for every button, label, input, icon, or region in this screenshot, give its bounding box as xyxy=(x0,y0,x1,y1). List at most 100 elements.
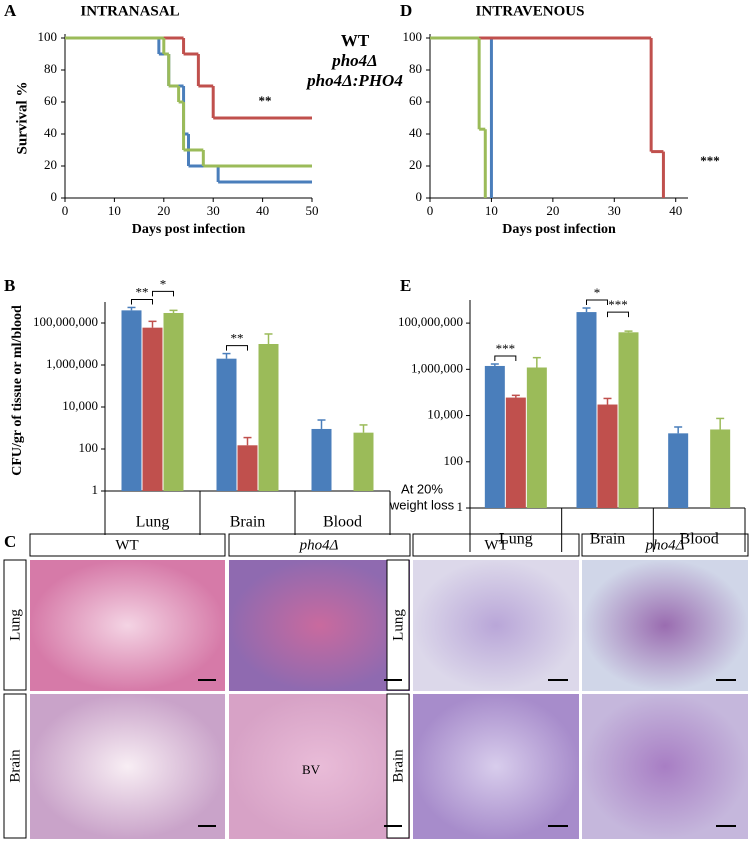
y-tick-label: 10,000 xyxy=(427,407,463,422)
y-tick-label: 0 xyxy=(416,189,423,204)
panel-label: E xyxy=(400,276,411,295)
bar xyxy=(142,327,163,491)
micrograph xyxy=(582,560,748,691)
y-tick-label: 100,000,000 xyxy=(33,314,98,329)
legend-entry: pho4Δ:PHO4 xyxy=(305,71,403,90)
x-tick-label: Blood xyxy=(323,514,362,531)
bar xyxy=(353,432,374,491)
row-header-box xyxy=(3,693,27,839)
row-header-box xyxy=(3,559,27,691)
y-tick-label: 0 xyxy=(51,189,58,204)
y-tick-label: 60 xyxy=(409,93,422,108)
bar xyxy=(526,367,547,508)
y-tick-label: 100 xyxy=(38,29,58,44)
panel-label: B xyxy=(4,276,15,295)
micrograph xyxy=(229,694,410,839)
panel-label: D xyxy=(400,1,412,20)
bar xyxy=(484,365,505,508)
significance: *** xyxy=(496,341,516,356)
column-header: pho4Δ xyxy=(299,537,339,553)
micrograph xyxy=(229,560,410,691)
bar xyxy=(597,404,618,508)
y-tick-label: 10,000 xyxy=(62,398,98,413)
y-axis-label: CFU/gr of tissue or ml/blood xyxy=(10,305,25,476)
significance: *** xyxy=(608,297,628,312)
x-tick-label: Lung xyxy=(136,514,170,531)
x-tick-label: 0 xyxy=(62,203,69,218)
x-tick-label: 30 xyxy=(207,203,220,218)
y-tick-label: 40 xyxy=(44,125,57,140)
y-tick-label: 20 xyxy=(409,157,422,172)
bar xyxy=(216,358,237,491)
significance-bracket xyxy=(131,298,153,305)
x-tick-label: Brain xyxy=(230,514,266,531)
x-tick-label: Lung xyxy=(499,531,533,548)
bar xyxy=(710,429,731,508)
y-tick-label: 80 xyxy=(44,61,57,76)
bar xyxy=(258,344,279,491)
bar xyxy=(576,312,597,508)
bar xyxy=(618,332,639,508)
panel-label: A xyxy=(4,1,17,20)
annotation: BV xyxy=(302,762,321,777)
bar xyxy=(311,428,332,491)
y-tick-label: 1 xyxy=(92,482,99,497)
legend-entry: pho4Δ xyxy=(330,51,378,70)
scale-bars xyxy=(198,679,736,827)
row-header: Brain xyxy=(390,749,406,783)
bar xyxy=(121,310,142,491)
column-header: pho4Δ xyxy=(645,537,685,553)
significance-bracket xyxy=(607,311,629,318)
micrograph xyxy=(30,560,225,691)
x-tick-label: 40 xyxy=(256,203,269,218)
row-header-box xyxy=(386,693,410,839)
significance: ** xyxy=(259,93,272,108)
column-header-box xyxy=(412,533,580,557)
x-axis-label: Days post infection xyxy=(132,222,246,237)
significance-bracket xyxy=(494,355,517,362)
row-header: Lung xyxy=(7,609,23,641)
micrograph xyxy=(413,694,579,839)
x-tick-label: 10 xyxy=(108,203,121,218)
row-header: Lung xyxy=(390,609,406,641)
row-header-box xyxy=(386,559,410,691)
x-tick-label: 0 xyxy=(427,203,434,218)
y-tick-label: 80 xyxy=(409,61,422,76)
significance: * xyxy=(594,285,601,300)
column-header: WT xyxy=(115,537,138,553)
y-tick-label: 1,000,000 xyxy=(46,356,98,371)
x-tick-label: 50 xyxy=(306,203,319,218)
column-header-box xyxy=(29,533,226,557)
bar xyxy=(237,445,258,491)
x-tick-label: 40 xyxy=(669,203,682,218)
note: At 20% xyxy=(401,481,443,496)
significance: * xyxy=(160,276,167,291)
significance: ** xyxy=(136,284,149,299)
y-tick-label: 100 xyxy=(444,453,464,468)
x-tick-label: 10 xyxy=(485,203,498,218)
x-tick-label: Brain xyxy=(590,531,626,548)
note: weight loss xyxy=(389,497,455,512)
significance-bracket xyxy=(226,345,248,351)
panel-label: C xyxy=(4,532,16,551)
y-tick-label: 20 xyxy=(44,157,57,172)
y-axis-label: Survival % xyxy=(14,82,30,155)
y-tick-label: 100,000,000 xyxy=(398,314,463,329)
y-tick-label: 100 xyxy=(403,29,423,44)
y-tick-label: 1 xyxy=(457,499,464,514)
bar xyxy=(163,312,184,491)
micrograph xyxy=(30,694,225,839)
x-tick-label: 20 xyxy=(546,203,559,218)
significance: *** xyxy=(700,153,720,168)
y-tick-label: 1,000,000 xyxy=(411,360,463,375)
chart-title: INTRAVENOUS xyxy=(476,3,585,19)
legend-entry: WT xyxy=(341,31,370,50)
significance-bracket xyxy=(152,290,174,297)
y-tick-label: 60 xyxy=(44,93,57,108)
y-tick-label: 40 xyxy=(409,125,422,140)
row-header: Brain xyxy=(7,749,23,783)
x-tick-label: 30 xyxy=(608,203,621,218)
y-tick-label: 100 xyxy=(79,440,99,455)
